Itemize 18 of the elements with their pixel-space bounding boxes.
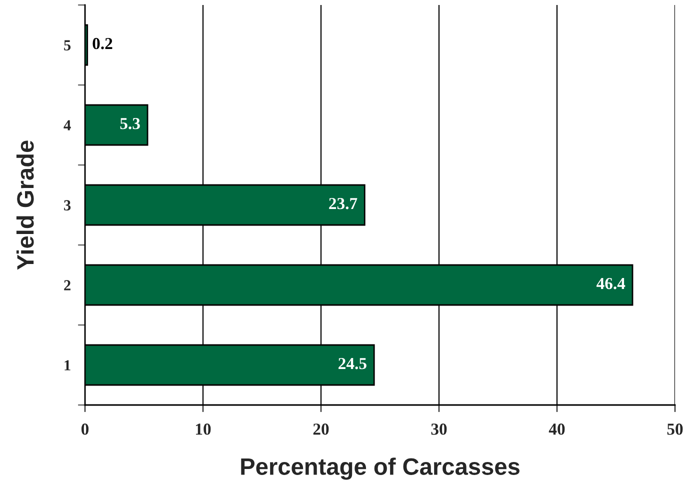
x-tick-label: 40	[548, 424, 565, 435]
x-tick-label: 0	[81, 424, 89, 435]
x-tick-label: 30	[431, 424, 447, 435]
y-axis-title: Yield Grade	[16, 140, 34, 270]
data-label: 23.7	[329, 198, 358, 210]
x-tick-label: 20	[313, 424, 329, 435]
data-label: 5.3	[120, 118, 140, 130]
x-tick-label: 10	[196, 424, 211, 435]
x-axis-title: Percentage of Carcasses	[241, 458, 520, 480]
data-label: 0.2	[92, 38, 112, 50]
data-label: 46.4	[596, 278, 626, 290]
x-tick-label: 50	[667, 424, 683, 435]
y-tick-label: 3	[64, 200, 71, 210]
data-label: 24.5	[338, 358, 366, 370]
y-tick-label: 5	[64, 40, 71, 50]
y-tick-label: 2	[64, 280, 70, 290]
y-tick-label: 1	[64, 360, 70, 370]
y-tick-label: 4	[64, 120, 71, 130]
